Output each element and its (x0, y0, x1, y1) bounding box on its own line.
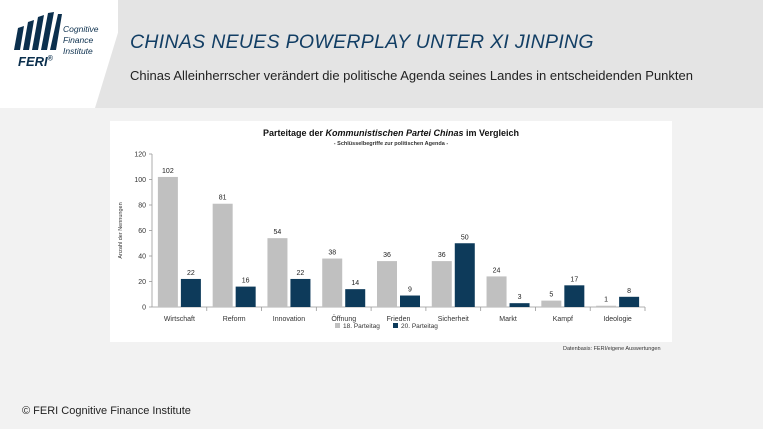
data-label: 8 (627, 288, 631, 295)
bar-2 (345, 289, 366, 307)
data-label: 24 (493, 267, 501, 274)
bar-1 (212, 203, 233, 307)
bar-2 (290, 278, 311, 307)
x-tick-label: Wirtschaft (164, 316, 195, 323)
x-tick-label: Ideologie (603, 316, 632, 323)
bar-2 (400, 295, 420, 307)
y-tick-label: 80 (138, 203, 146, 210)
bar-1 (431, 261, 452, 307)
bar-2 (509, 303, 530, 307)
x-tick-label: Reform (223, 316, 246, 323)
bar-1 (596, 305, 617, 307)
bar-2 (180, 278, 201, 307)
y-axis-label: Anzahl der Nennungen (118, 202, 124, 258)
bar-1 (267, 238, 288, 307)
data-label: 50 (461, 234, 469, 241)
data-label: 1 (604, 297, 608, 304)
logo-line-1: Cognitive (63, 24, 99, 34)
data-label: 14 (351, 280, 359, 287)
legend-swatch (335, 323, 340, 328)
data-label: 36 (438, 252, 446, 259)
data-label: 16 (242, 278, 250, 285)
chart-panel: Parteitage der Kommunistischen Partei Ch… (110, 121, 672, 342)
header-band (0, 0, 763, 108)
bar-2 (619, 296, 640, 307)
bar-2 (454, 243, 475, 307)
data-label: 9 (408, 287, 412, 294)
data-label: 22 (187, 270, 195, 277)
bar-1 (377, 261, 397, 307)
y-tick-label: 60 (138, 228, 146, 235)
feri-logo: FERI® Cognitive Finance Institute (8, 12, 118, 72)
data-label: 54 (274, 229, 282, 236)
legend-label: 18. Parteitag (343, 323, 380, 330)
bar-chart: 0 20 40 60 80 100 120 Anzahl der Nennungen 102 22… (118, 152, 646, 330)
x-tick-label: Öffnung (331, 315, 356, 323)
bar-2 (235, 286, 256, 307)
legend-swatch (393, 323, 398, 328)
bar-2 (564, 285, 585, 307)
data-label: 36 (383, 252, 391, 259)
data-label: 3 (518, 294, 522, 301)
bar-1 (486, 276, 507, 307)
logo-line-2: Finance (63, 35, 94, 45)
x-tick-label: Innovation (273, 316, 305, 323)
legend-label: 20. Parteitag (401, 323, 438, 330)
page-subtitle: Chinas Alleinherrscher verändert die pol… (130, 68, 693, 83)
x-tick-label: Markt (499, 316, 517, 323)
data-label: 17 (570, 276, 578, 283)
y-tick-label: 40 (138, 254, 146, 261)
data-label: 22 (297, 270, 305, 277)
data-source: Datenbasis: FERI/eigene Auswertungen (563, 346, 661, 352)
bar-1 (157, 176, 178, 307)
chart-title: Parteitage der Kommunistischen Partei Ch… (262, 128, 520, 138)
logo-brand: FERI® (18, 54, 53, 69)
y-tick-label: 0 (142, 305, 146, 312)
bar-1 (541, 300, 562, 307)
y-tick-label: 20 (138, 279, 146, 286)
chart-subtitle: - Schlüsselbegriffe zur politischen Agen… (333, 141, 449, 147)
data-label: 81 (219, 195, 227, 202)
data-label: 38 (328, 250, 336, 257)
x-tick-label: Sicherheit (438, 316, 469, 323)
y-tick-label: 100 (134, 177, 146, 184)
page-title: CHINAS NEUES POWERPLAY UNTER XI JINPING (130, 31, 594, 53)
bar-1 (322, 258, 343, 307)
logo-line-3: Institute (63, 46, 93, 56)
copyright-footer: © FERI Cognitive Finance Institute (22, 405, 191, 417)
data-label: 102 (162, 168, 174, 175)
y-tick-label: 120 (134, 152, 146, 159)
data-label: 5 (549, 292, 553, 299)
logo-bars-icon (14, 12, 62, 50)
x-tick-label: Frieden (387, 316, 411, 323)
x-tick-label: Kampf (553, 316, 573, 323)
